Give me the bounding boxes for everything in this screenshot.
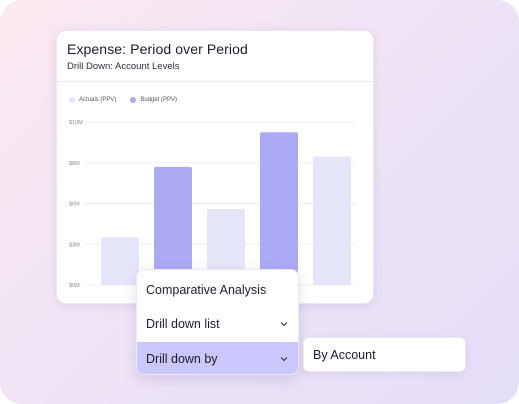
comparative-analysis-label: Comparative Analysis bbox=[146, 283, 267, 297]
drill-down-by-item[interactable]: Drill down by bbox=[137, 342, 298, 374]
chevron-down-icon bbox=[280, 354, 288, 364]
legend-dot-icon bbox=[130, 97, 137, 103]
y-tick-label: $8M bbox=[69, 161, 80, 167]
chart-legend: Actuals (PPV) Budget (PPV) bbox=[69, 94, 177, 106]
by-account-option[interactable]: By Account bbox=[303, 337, 466, 372]
legend-item-budget[interactable]: Budget (PPV) bbox=[130, 97, 177, 103]
drill-down-list-label: Drill down list bbox=[146, 317, 220, 331]
legend-label: Actuals (PPV) bbox=[79, 97, 117, 103]
chart-bar[interactable] bbox=[154, 166, 192, 285]
legend-item-actuals[interactable]: Actuals (PPV) bbox=[69, 97, 116, 103]
card-header: Expense: Period over Period Drill Down: … bbox=[57, 31, 373, 82]
y-tick-label: $0M bbox=[69, 283, 80, 289]
drill-down-menu: Comparative Analysis Drill down list Dri… bbox=[136, 269, 299, 375]
chevron-down-icon bbox=[280, 319, 288, 329]
bar-chart: $10M $8M $6M $3M $0M bbox=[69, 120, 355, 289]
chart-title: Expense: Period over Period bbox=[67, 41, 248, 57]
by-account-label: By Account bbox=[313, 347, 376, 362]
menu-heading: Comparative Analysis bbox=[137, 278, 298, 302]
drill-down-by-label: Drill down by bbox=[146, 352, 218, 366]
chart-bar[interactable] bbox=[260, 132, 298, 285]
y-tick-label: $10M bbox=[69, 120, 83, 126]
y-tick-label: $3M bbox=[69, 242, 80, 248]
chart-bar[interactable] bbox=[313, 156, 351, 285]
drill-down-list-item[interactable]: Drill down list bbox=[137, 310, 298, 338]
chart-bar[interactable] bbox=[101, 237, 139, 285]
chart-bar[interactable] bbox=[207, 208, 245, 285]
legend-dot-icon bbox=[69, 97, 75, 103]
y-tick-label: $6M bbox=[69, 202, 80, 208]
legend-label: Budget (PPV) bbox=[140, 97, 178, 103]
chart-subtitle: Drill Down: Account Levels bbox=[67, 61, 180, 72]
expense-chart-card: Expense: Period over Period Drill Down: … bbox=[56, 30, 374, 304]
